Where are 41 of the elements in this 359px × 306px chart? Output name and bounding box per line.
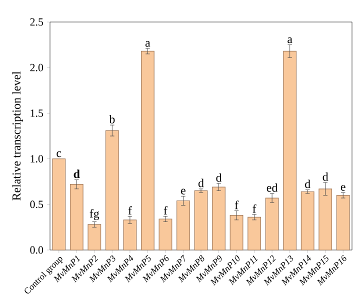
- bar: [283, 50, 297, 250]
- bar: [123, 220, 137, 250]
- bar: [212, 186, 226, 250]
- bar: [176, 200, 190, 250]
- annotation: d: [322, 172, 328, 181]
- bar: [70, 184, 84, 250]
- bar: [265, 198, 279, 250]
- annotation: ed: [266, 183, 278, 192]
- annotation: f: [128, 206, 132, 215]
- annotation: e: [181, 188, 186, 194]
- bar: [158, 218, 172, 250]
- annotation: a: [288, 37, 292, 44]
- annotation: f: [252, 204, 256, 213]
- bar: [88, 224, 102, 250]
- annotation: c: [56, 151, 62, 158]
- y-tick-label: 0.0: [30, 246, 44, 254]
- bar: [300, 191, 314, 250]
- bar: [248, 216, 261, 250]
- y-tick-label: 2.5: [30, 18, 44, 26]
- annotation: d: [74, 170, 80, 178]
- y-tick-label: 1.5: [30, 110, 44, 117]
- y-axis-title: Relative transcription level: [12, 71, 23, 200]
- bar: [336, 194, 350, 250]
- bar: [230, 215, 244, 250]
- bar: [52, 158, 66, 250]
- bar: [194, 190, 208, 250]
- annotation: a: [145, 41, 150, 47]
- annotation: b: [109, 114, 115, 124]
- bar: [105, 130, 119, 250]
- annotation: f: [164, 206, 168, 215]
- annotation: fg: [90, 209, 100, 220]
- y-tick-label: 2.0: [30, 64, 44, 72]
- bar: [141, 50, 154, 250]
- annotation: e: [340, 185, 346, 191]
- y-tick-label: 0.5: [30, 200, 44, 208]
- y-tick-label: 1.0: [30, 155, 44, 163]
- annotation: d: [198, 178, 204, 188]
- annotation: f: [234, 200, 239, 210]
- annotation: d: [305, 180, 310, 188]
- bar: [318, 188, 332, 250]
- annotation: d: [216, 173, 222, 182]
